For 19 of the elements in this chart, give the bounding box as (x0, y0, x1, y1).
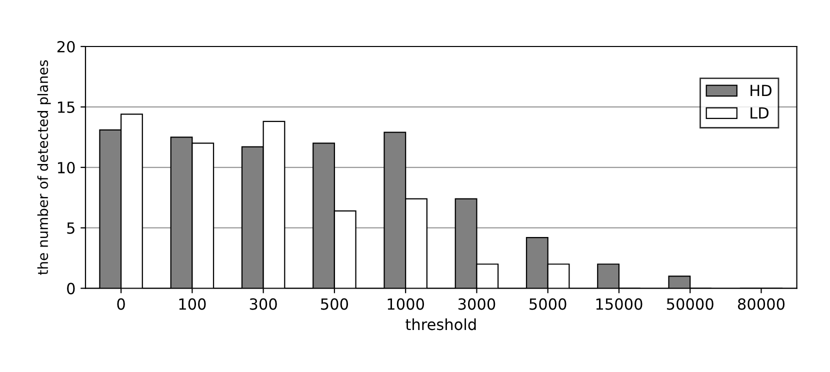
x-tick-label: 3000 (458, 298, 496, 310)
legend-label: HD (750, 84, 772, 96)
y-axis-title: the number of detected planes (37, 60, 51, 275)
x-tick-label: 500 (321, 298, 348, 310)
y-tick-label: 10 (58, 162, 75, 174)
x-tick-label: 1000 (388, 298, 424, 310)
x-tick-label: 80000 (738, 298, 785, 310)
x-tick-label: 300 (250, 298, 277, 310)
legend-label: LD (750, 107, 768, 118)
x-axis-title: threshold (406, 318, 476, 330)
y-tick-label: 20 (57, 40, 75, 53)
x-tick-label: 0 (117, 298, 125, 310)
y-tick-label: 15 (58, 102, 74, 113)
x-tick-label: 15000 (596, 298, 642, 310)
x-tick-label: 50000 (666, 298, 714, 310)
x-tick-label: 5000 (530, 298, 566, 310)
y-tick-label: 0 (67, 282, 75, 294)
y-tick-label: 5 (67, 222, 74, 234)
x-tick-label: 100 (179, 298, 206, 310)
